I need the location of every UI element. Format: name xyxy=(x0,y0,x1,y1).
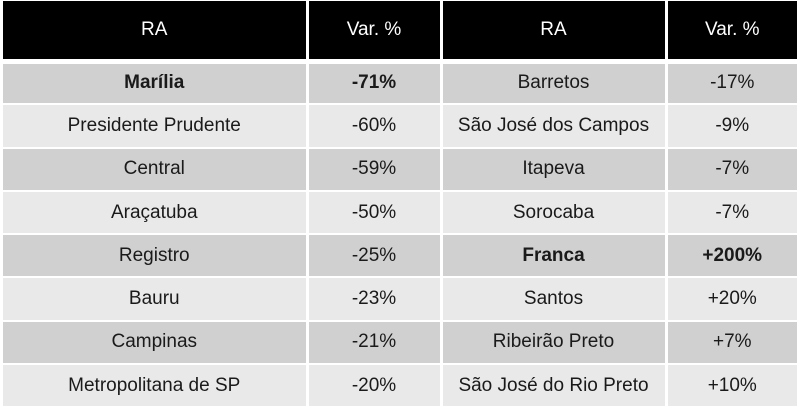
var-right-cell: +10% xyxy=(666,364,797,409)
header-ra-right: RA xyxy=(441,1,668,64)
ra-left-cell: Metropolitana de SP xyxy=(3,364,309,409)
ra-left-cell: Campinas xyxy=(3,320,309,366)
ra-right-cell: Santos xyxy=(441,277,668,322)
ra-right-cell: São José dos Campos xyxy=(441,104,668,149)
table-header-row: RA Var. % RA Var. % xyxy=(3,1,797,64)
var-left-cell: -20% xyxy=(307,364,443,409)
ra-left-cell: Araçatuba xyxy=(3,190,309,236)
ra-left-cell: Registro xyxy=(3,234,309,279)
table-row: Metropolitana de SP -20% São José do Rio… xyxy=(3,364,797,409)
ra-left-cell: Presidente Prudente xyxy=(3,104,309,149)
ra-right-cell: Ribeirão Preto xyxy=(441,320,668,366)
var-right-cell: -7% xyxy=(666,190,797,236)
table-row: Marília -71% Barretos -17% xyxy=(3,61,797,106)
var-left-cell: -21% xyxy=(307,320,443,366)
var-left-cell: -59% xyxy=(307,147,443,192)
table-row: Campinas -21% Ribeirão Preto +7% xyxy=(3,320,797,366)
var-right-cell: -17% xyxy=(666,61,797,106)
ra-right-cell: Itapeva xyxy=(441,147,668,192)
ra-left-cell: Central xyxy=(3,147,309,192)
header-var-left: Var. % xyxy=(307,1,443,64)
var-left-cell: -25% xyxy=(307,234,443,279)
ra-left-cell: Bauru xyxy=(3,277,309,322)
ra-left-cell: Marília xyxy=(3,61,309,106)
ra-right-cell: São José do Rio Preto xyxy=(441,364,668,409)
ra-right-cell: Sorocaba xyxy=(441,190,668,236)
table-row: Bauru -23% Santos +20% xyxy=(3,277,797,322)
table-row: Presidente Prudente -60% São José dos Ca… xyxy=(3,104,797,149)
table-row: Araçatuba -50% Sorocaba -7% xyxy=(3,190,797,236)
table-row: Registro -25% Franca +200% xyxy=(3,234,797,279)
var-right-cell: -9% xyxy=(666,104,797,149)
var-left-cell: -71% xyxy=(307,61,443,106)
header-ra-left: RA xyxy=(3,1,309,64)
var-right-cell: -7% xyxy=(666,147,797,192)
table-row: Central -59% Itapeva -7% xyxy=(3,147,797,192)
var-left-cell: -60% xyxy=(307,104,443,149)
var-right-cell: +200% xyxy=(666,234,797,279)
ra-right-cell: Barretos xyxy=(441,61,668,106)
ra-right-cell: Franca xyxy=(441,234,668,279)
var-right-cell: +7% xyxy=(666,320,797,366)
ra-variation-table-container: RA Var. % RA Var. % Marília -71% Barreto… xyxy=(3,1,797,417)
var-left-cell: -50% xyxy=(307,190,443,236)
var-left-cell: -23% xyxy=(307,277,443,322)
ra-variation-table: RA Var. % RA Var. % Marília -71% Barreto… xyxy=(3,1,797,409)
header-var-right: Var. % xyxy=(666,1,797,64)
var-right-cell: +20% xyxy=(666,277,797,322)
